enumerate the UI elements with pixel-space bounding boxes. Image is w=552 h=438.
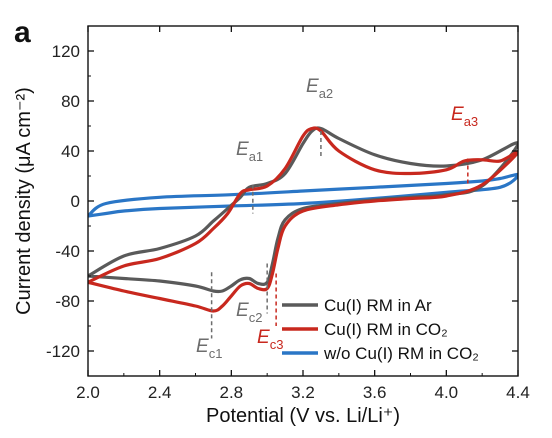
peak-label-c3: Ec3	[257, 327, 283, 352]
series-line-1	[88, 126, 518, 313]
y-axis-title: Current density (μA cm⁻²)	[13, 87, 35, 315]
x-tick-label: 4.4	[506, 383, 530, 402]
peak-label-c2: Ec2	[236, 300, 262, 325]
y-tick-label: 0	[71, 192, 80, 211]
x-tick-label: 2.4	[148, 383, 172, 402]
panel-label: a	[14, 16, 31, 49]
x-tick-label: 2.8	[220, 383, 244, 402]
x-tick-label: 3.6	[363, 383, 387, 402]
legend-label-0: Cu(I) RM in Ar	[324, 296, 432, 315]
peak-label-a3: Ea3	[451, 104, 478, 129]
peak-label-a2: Ea2	[306, 76, 333, 101]
legend: Cu(I) RM in Ar Cu(I) RM in CO₂ w/o Cu(I) R…	[282, 296, 479, 363]
y-tick-label: 80	[61, 92, 80, 111]
y-tick-label: -40	[55, 242, 80, 261]
series-line-2	[88, 172, 518, 218]
legend-label-2: w/o Cu(I) RM in CO₂	[323, 344, 479, 363]
legend-label-1: Cu(I) RM in CO₂	[324, 320, 448, 339]
y-tick-label: 40	[61, 142, 80, 161]
y-tick-label: -120	[46, 342, 80, 361]
y-tick-label: 120	[52, 42, 80, 61]
peak-label-c1: Ec1	[196, 336, 222, 361]
peak-label-a1: Ea1	[236, 139, 263, 164]
x-tick-label: 2.0	[76, 383, 100, 402]
x-tick-label: 4.0	[435, 383, 459, 402]
plot-area	[88, 126, 518, 313]
axis-ticks: 2.0 2.4 2.8 3.2 3.6 4.0 4.4 -120 -80 -40 0 40 80 120	[46, 26, 530, 402]
y-tick-label: -80	[55, 292, 80, 311]
x-axis-title: Potential (V vs. Li/Li⁺)	[206, 405, 400, 427]
plot-frame	[87, 25, 519, 377]
x-tick-label: 3.2	[291, 383, 315, 402]
